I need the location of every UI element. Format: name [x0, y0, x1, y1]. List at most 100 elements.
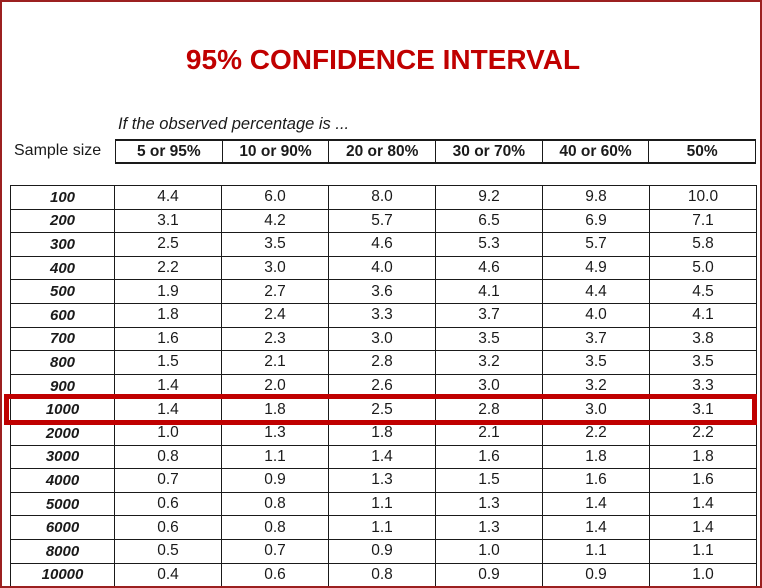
value-cell: 3.3	[649, 373, 757, 399]
percentage-header-row: 5 or 95% 10 or 90% 20 or 80% 30 or 70% 40 or…	[115, 139, 756, 164]
value-cell: 4.6	[328, 232, 436, 257]
value-cell: 1.1	[328, 515, 436, 540]
value-cell: 0.6	[114, 515, 222, 540]
value-cell: 4.1	[649, 302, 757, 328]
sample-size-cell: 3000	[10, 444, 115, 470]
value-cell: 4.4	[114, 185, 222, 210]
sample-size-cell: 10000	[10, 562, 115, 586]
value-cell: 4.0	[542, 302, 650, 328]
value-cell: 2.2	[114, 255, 222, 281]
table-row: 600 1.8 2.4 3.3 3.7 4.0 4.1	[10, 302, 757, 328]
value-cell: 4.4	[542, 279, 650, 304]
value-cell: 1.8	[328, 420, 436, 446]
sample-size-cell: 500	[10, 279, 115, 304]
value-cell: 3.2	[435, 350, 543, 375]
sample-size-cell: 300	[10, 232, 115, 257]
column-header: 5 or 95%	[116, 141, 223, 162]
column-header: 10 or 90%	[223, 141, 330, 162]
value-cell: 1.3	[435, 515, 543, 540]
table-row: 400 2.2 3.0 4.0 4.6 4.9 5.0	[10, 255, 757, 281]
value-cell: 0.9	[328, 538, 436, 564]
value-cell: 3.1	[649, 397, 757, 422]
value-cell: 3.2	[542, 373, 650, 399]
value-cell: 2.4	[221, 302, 329, 328]
value-cell: 8.0	[328, 185, 436, 210]
value-cell: 1.9	[114, 279, 222, 304]
table-row: 500 1.9 2.7 3.6 4.1 4.4 4.5	[10, 279, 757, 304]
value-cell: 6.5	[435, 208, 543, 234]
sample-size-cell: 200	[10, 208, 115, 234]
value-cell: 2.6	[328, 373, 436, 399]
value-cell: 3.5	[542, 350, 650, 375]
value-cell: 1.6	[114, 326, 222, 352]
value-cell: 9.8	[542, 185, 650, 210]
value-cell: 2.8	[435, 397, 543, 422]
value-cell: 3.0	[221, 255, 329, 281]
value-cell: 4.1	[435, 279, 543, 304]
value-cell: 2.5	[328, 397, 436, 422]
value-cell: 1.6	[435, 444, 543, 470]
value-cell: 1.5	[114, 350, 222, 375]
value-cell: 2.1	[221, 350, 329, 375]
value-cell: 1.4	[649, 491, 757, 517]
value-cell: 5.7	[542, 232, 650, 257]
value-cell: 1.4	[542, 491, 650, 517]
column-header: 30 or 70%	[436, 141, 543, 162]
value-cell: 1.8	[221, 397, 329, 422]
table-row: 10000 0.4 0.6 0.8 0.9 0.9 1.0	[10, 562, 757, 586]
value-cell: 4.6	[435, 255, 543, 281]
sample-size-cell: 700	[10, 326, 115, 352]
sample-size-cell: 8000	[10, 538, 115, 564]
table-row: 4000 0.7 0.9 1.3 1.5 1.6 1.6	[10, 468, 757, 493]
column-header: 50%	[686, 142, 718, 160]
value-cell: 0.8	[221, 491, 329, 517]
observed-percentage-caption: If the observed percentage is ...	[118, 115, 350, 133]
value-cell: 4.0	[328, 255, 436, 281]
value-cell: 10.0	[649, 185, 757, 210]
value-cell: 3.7	[542, 326, 650, 352]
ci-table-body: 100 4.4 6.0 8.0 9.2 9.8 10.0 200 3.1 4.2 5.7 6.5 6.9…	[10, 185, 757, 586]
confidence-interval-table: 100 4.4 6.0 8.0 9.2 9.8 10.0 200 3.1 4.2 5.7 6.5 6.9…	[10, 185, 757, 586]
value-cell: 1.8	[542, 444, 650, 470]
value-cell: 6.0	[221, 185, 329, 210]
value-cell: 1.8	[114, 302, 222, 328]
sample-size-cell: 100	[10, 185, 115, 210]
value-cell: 3.5	[649, 350, 757, 375]
sample-size-column-label: Sample size	[14, 142, 102, 159]
value-cell: 4.2	[221, 208, 329, 234]
table-row: 1000 1.4 1.8 2.5 2.8 3.0 3.1	[10, 397, 757, 422]
table-row: 8000 0.5 0.7 0.9 1.0 1.1 1.1	[10, 538, 757, 564]
value-cell: 1.0	[114, 420, 222, 446]
value-cell: 1.5	[435, 468, 543, 493]
value-cell: 3.6	[328, 279, 436, 304]
table-row: 200 3.1 4.2 5.7 6.5 6.9 7.1	[10, 208, 757, 234]
value-cell: 1.3	[221, 420, 329, 446]
value-cell: 3.7	[435, 302, 543, 328]
value-cell: 3.8	[649, 326, 757, 352]
value-cell: 5.3	[435, 232, 543, 257]
value-cell: 2.2	[649, 420, 757, 446]
sample-size-cell: 2000	[10, 420, 115, 446]
value-cell: 3.0	[435, 373, 543, 399]
sample-size-cell: 900	[10, 373, 115, 399]
value-cell: 2.3	[221, 326, 329, 352]
value-cell: 2.0	[221, 373, 329, 399]
value-cell: 1.6	[649, 468, 757, 493]
value-cell: 1.1	[221, 444, 329, 470]
sample-size-cell: 1000	[10, 397, 115, 422]
value-cell: 2.2	[542, 420, 650, 446]
value-cell: 0.9	[435, 562, 543, 586]
value-cell: 0.6	[114, 491, 222, 517]
sample-size-cell: 800	[10, 350, 115, 375]
value-cell: 1.4	[114, 373, 222, 399]
table-row: 6000 0.6 0.8 1.1 1.3 1.4 1.4	[10, 515, 757, 540]
value-cell: 2.1	[435, 420, 543, 446]
value-cell: 1.4	[649, 515, 757, 540]
table-row: 100 4.4 6.0 8.0 9.2 9.8 10.0	[10, 185, 757, 210]
sample-size-cell: 4000	[10, 468, 115, 493]
value-cell: 6.9	[542, 208, 650, 234]
sample-size-cell: 5000	[10, 491, 115, 517]
value-cell: 3.0	[328, 326, 436, 352]
table-row: 2000 1.0 1.3 1.8 2.1 2.2 2.2	[10, 420, 757, 446]
column-header: 20 or 80%	[329, 141, 437, 162]
